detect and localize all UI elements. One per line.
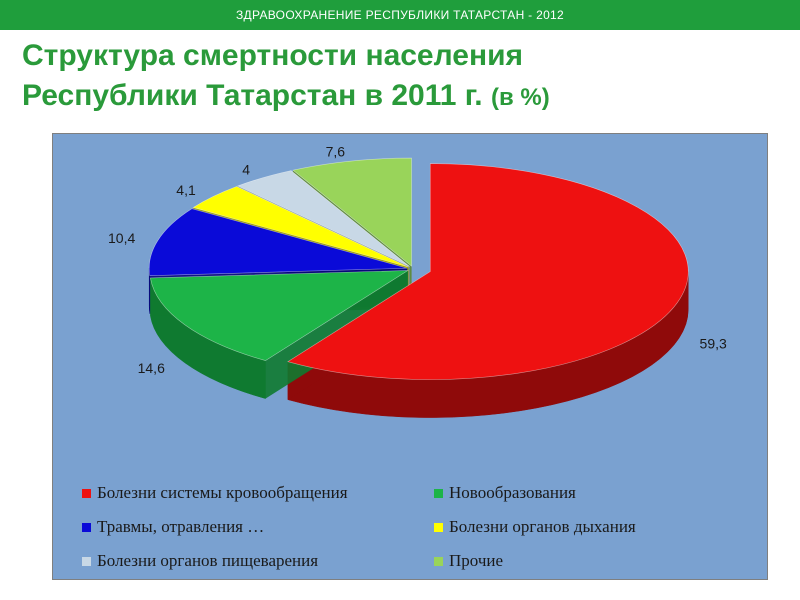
pie-label-3: 4,1 xyxy=(176,182,196,198)
pie-slice-1 xyxy=(150,270,409,361)
legend-label-4: Болезни органов пищеварения xyxy=(97,551,319,570)
pie-label-4: 4 xyxy=(242,162,250,178)
legend-label-5: Прочие xyxy=(449,551,504,570)
title-unit: (в %) xyxy=(490,84,550,111)
legend-item-5: Прочие xyxy=(434,551,722,571)
pie-slice-5 xyxy=(292,157,412,267)
chart-area: 59,3 14,6 10,4 4,1 4 7,6 xyxy=(52,133,768,580)
legend-label-2: Травмы, отравления … xyxy=(97,517,265,536)
legend-item-1: Новообразования xyxy=(434,483,722,503)
legend-swatch-4 xyxy=(82,556,91,566)
page-title: Структура смертности населения Республик… xyxy=(22,36,782,118)
header-banner: ЗДРАВООХРАНЕНИЕ РЕСПУБЛИКИ ТАТАРСТАН - 2… xyxy=(0,0,800,30)
pie-label-2: 10,4 xyxy=(108,230,135,246)
pie-slice-4 xyxy=(236,170,410,267)
legend-swatch-3 xyxy=(434,522,443,532)
legend-swatch-2 xyxy=(82,522,91,532)
legend-item-0: Болезни системы кровообращения xyxy=(82,483,434,503)
pie-chart: 59,3 14,6 10,4 4,1 4 7,6 xyxy=(108,144,727,418)
legend-item-4: Болезни органов пищеварения xyxy=(82,551,434,571)
legend-label-3: Болезни органов дыхания xyxy=(449,517,636,536)
legend-swatch-1 xyxy=(434,488,443,498)
title-line-1: Структура смертности населения xyxy=(22,39,524,72)
pie-label-0: 59,3 xyxy=(700,335,727,351)
pie-label-5: 7,6 xyxy=(326,144,346,160)
legend-swatch-0 xyxy=(82,488,91,498)
pie-slice-3 xyxy=(192,186,409,268)
pie-slice-0 xyxy=(287,163,689,380)
legend-swatch-5 xyxy=(434,556,443,566)
legend-item-3: Болезни органов дыхания xyxy=(434,517,722,537)
title-line-2: Республики Татарстан в 2011 г. xyxy=(22,79,483,112)
chart-legend: Болезни системы кровообращения Новообразо… xyxy=(82,483,722,571)
legend-label-1: Новообразования xyxy=(449,483,576,502)
legend-item-2: Травмы, отравления … xyxy=(82,517,434,537)
pie-slice-2 xyxy=(148,208,408,277)
pie-label-1: 14,6 xyxy=(138,360,165,376)
legend-label-0: Болезни системы кровообращения xyxy=(97,483,348,502)
